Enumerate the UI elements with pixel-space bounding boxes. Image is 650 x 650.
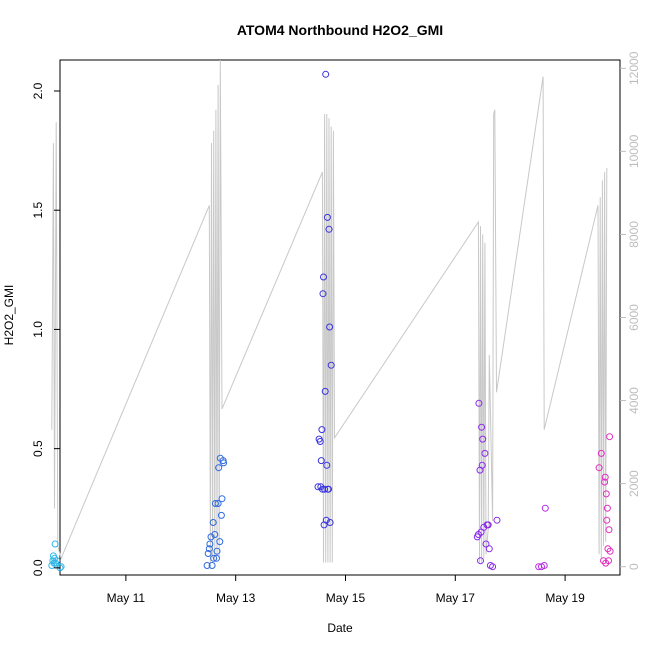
data-point [481, 449, 489, 457]
data-point [322, 516, 330, 524]
chart-title: ATOM4 Northbound H2O2_GMI [237, 22, 443, 38]
data-point [603, 504, 611, 512]
data-point [493, 516, 501, 524]
data-point [205, 545, 213, 553]
x-tick-label: May 19 [545, 591, 585, 605]
data-point [211, 500, 219, 507]
data-point [597, 449, 605, 457]
data-point [478, 423, 486, 431]
data-point [603, 516, 611, 524]
data-point [482, 540, 490, 548]
data-point [203, 562, 211, 569]
data-point [477, 557, 484, 565]
data-point [320, 273, 327, 281]
data-point [214, 500, 222, 507]
data-point [316, 438, 324, 445]
y-axis-label: H2O2_GMI [2, 285, 16, 346]
data-point [218, 495, 226, 503]
x-tick-label: May 17 [436, 591, 476, 605]
data-point [325, 225, 333, 233]
data-point [475, 399, 483, 407]
data-point [207, 533, 215, 541]
data-point [216, 538, 224, 546]
x-tick-label: May 15 [326, 591, 366, 605]
data-point [209, 519, 217, 526]
y2-tick-label: 8000 [627, 221, 641, 248]
data-point [204, 550, 212, 557]
x-tick-label: May 11 [107, 591, 146, 605]
y2-tick-label: 12000 [627, 51, 641, 85]
data-point [321, 485, 329, 493]
data-point [220, 459, 228, 467]
data-point [319, 290, 327, 298]
data-point [213, 554, 220, 562]
plot-area: 0.0 0.5 1.0 1.5 2.0 0 2000 4000 6000 8000 10000 120… [31, 51, 641, 605]
y2-tick-label: 2000 [627, 470, 641, 497]
data-point [326, 519, 334, 526]
data-point [211, 531, 219, 538]
data-point [601, 473, 609, 481]
y2-tick-label: 10000 [627, 134, 641, 168]
data-point [485, 545, 493, 553]
data-point [606, 547, 614, 555]
x-tick-label: May 13 [216, 591, 256, 605]
data-point [327, 361, 335, 369]
data-point [541, 504, 549, 512]
data-point [601, 478, 609, 486]
data-point [322, 70, 330, 78]
y2-tick-label: 4000 [627, 387, 641, 414]
data-point [479, 435, 487, 443]
y2-tick-label: 6000 [627, 304, 641, 331]
data-point [48, 562, 56, 569]
y-tick-label: 0.0 [31, 559, 45, 576]
y-tick-label: 0.5 [31, 440, 45, 457]
data-point [213, 547, 221, 555]
data-point [215, 464, 223, 472]
data-point [489, 563, 497, 571]
data-point [478, 461, 486, 469]
data-point [600, 557, 607, 565]
y2-tick-label: 0 [627, 563, 641, 570]
data-point [595, 464, 603, 472]
data-point [602, 490, 610, 498]
data-point [317, 457, 325, 465]
data-point [206, 540, 214, 548]
data-point [604, 545, 612, 553]
data-point [540, 562, 548, 569]
plot-frame [59, 59, 621, 576]
data-point [217, 511, 225, 519]
data-point [318, 426, 326, 434]
data-point [323, 213, 331, 221]
data-point [323, 461, 331, 469]
data-point [208, 562, 216, 569]
data-point [57, 563, 65, 571]
data-point [325, 485, 332, 493]
altitude-series-line [51, 59, 608, 563]
data-point [484, 521, 492, 529]
y-tick-label: 1.5 [31, 202, 45, 219]
y-tick-label: 1.0 [31, 321, 45, 338]
x-axis-label: Date [327, 621, 353, 635]
data-point [605, 526, 613, 534]
data-point [606, 433, 614, 441]
data-point [51, 540, 59, 548]
data-point [605, 557, 612, 565]
data-point [321, 387, 329, 395]
data-point [326, 323, 334, 331]
data-point [51, 554, 58, 562]
y-tick-label: 2.0 [31, 82, 45, 99]
data-point [53, 557, 61, 565]
data-point [210, 554, 218, 562]
